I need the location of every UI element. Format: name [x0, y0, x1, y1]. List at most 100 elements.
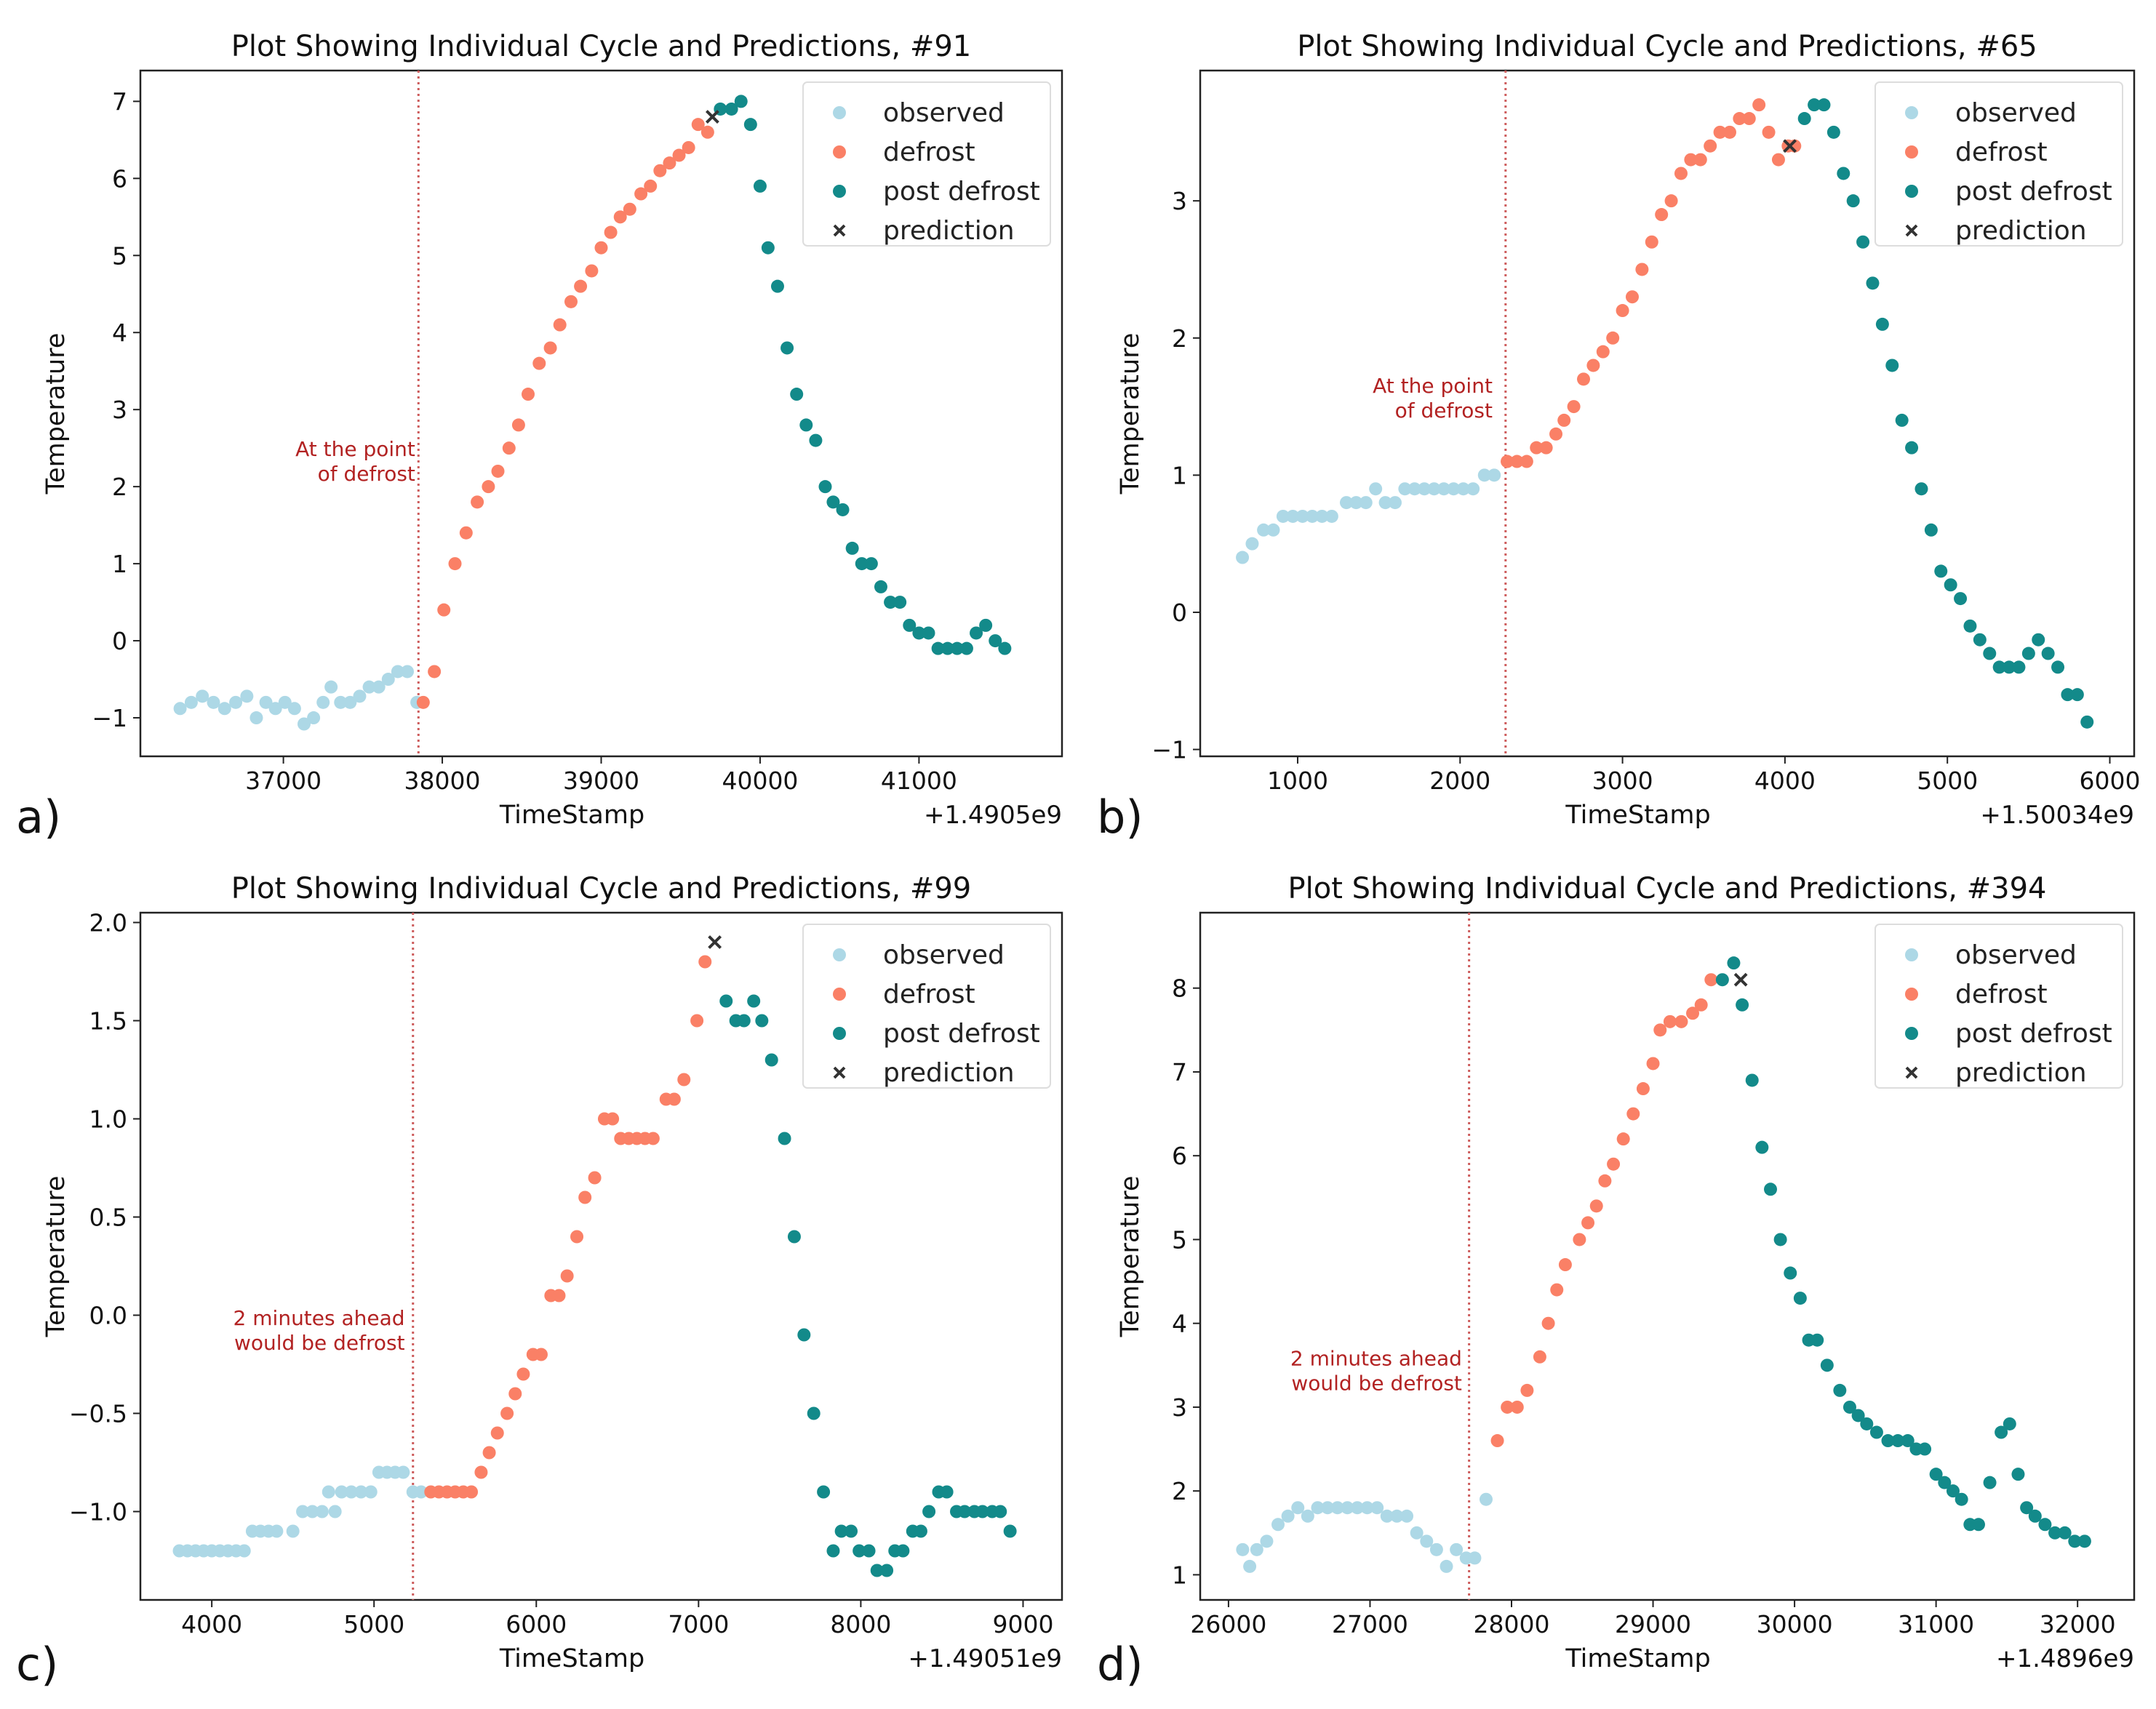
post-defrost-point — [799, 418, 813, 432]
y-tick-label: 8 — [1172, 974, 1187, 1003]
post-defrost-point — [1773, 1233, 1787, 1246]
defrost-point — [1733, 112, 1746, 126]
observed-point — [1236, 1542, 1250, 1556]
post-defrost-point — [787, 1230, 801, 1244]
observed-point — [1408, 482, 1421, 496]
x-tick-label: 6000 — [506, 1610, 567, 1638]
observed-point — [362, 680, 376, 694]
observed-point — [1429, 1542, 1443, 1556]
post-defrost-point — [931, 641, 945, 655]
observed-point — [328, 1505, 342, 1518]
defrost-point — [1655, 208, 1669, 222]
defrost-point — [613, 210, 627, 224]
post-defrost-point — [922, 1505, 936, 1518]
defrost-point — [1573, 1233, 1586, 1246]
y-axis-label: Temperature — [1116, 333, 1145, 495]
defrost-point — [560, 1269, 574, 1283]
defrost-point — [690, 1014, 704, 1028]
defrost-point — [474, 1465, 488, 1479]
post-defrost-point — [836, 503, 850, 516]
x-tick-label: 6000 — [2080, 767, 2141, 795]
defrost-point — [653, 164, 667, 177]
annotation-text: 2 minutes ahead — [1290, 1346, 1462, 1370]
observed-point — [1321, 1501, 1335, 1515]
defrost-point — [1762, 125, 1776, 139]
observed-point — [1440, 1559, 1453, 1573]
post-defrost-point — [1983, 647, 1997, 660]
defrost-point — [663, 156, 676, 170]
x-tick-label: 32000 — [2040, 1610, 2116, 1638]
post-defrost-point — [818, 480, 832, 494]
y-axis-label: Temperature — [1116, 1176, 1145, 1338]
post-defrost-point — [2061, 688, 2075, 702]
post-defrost-point — [778, 1132, 791, 1145]
x-tick-label: 7000 — [668, 1610, 729, 1638]
post-defrost-point — [790, 388, 804, 401]
panel-label: b) — [1097, 791, 1143, 844]
post-defrost-point — [737, 1014, 751, 1028]
prediction-mark-stroke — [705, 110, 719, 124]
x-tick-label: 5000 — [1917, 767, 1978, 795]
defrost-point — [1663, 1014, 1677, 1028]
defrost-point — [1646, 1057, 1660, 1070]
defrost-point — [428, 665, 442, 679]
post-defrost-point — [941, 641, 954, 655]
observed-point — [1236, 551, 1250, 564]
observed-point — [396, 1465, 410, 1479]
legend-label: prediction — [883, 216, 1015, 246]
post-defrost-point — [1866, 276, 1880, 290]
legend-prediction-marker — [1905, 1066, 1918, 1079]
defrost-point — [1616, 1132, 1630, 1146]
post-defrost-point — [845, 541, 859, 555]
post-defrost-point — [770, 279, 784, 293]
post-defrost-point — [807, 1406, 821, 1420]
post-defrost-point — [1736, 998, 1749, 1012]
post-defrost-point — [864, 557, 878, 571]
legend-marker-post-defrost — [1905, 1027, 1918, 1040]
post-defrost-point — [834, 1524, 848, 1538]
post-defrost-point — [817, 1485, 831, 1499]
chart-title: Plot Showing Individual Cycle and Predic… — [1297, 30, 2037, 63]
legend-marker-observed — [1905, 948, 1918, 961]
observed-point — [1390, 1509, 1404, 1523]
post-defrost-point — [1860, 1417, 1874, 1430]
y-tick-label: −1 — [1151, 736, 1187, 764]
legend-box — [802, 924, 1051, 1089]
x-tick-label: 28000 — [1474, 1610, 1550, 1638]
post-defrost-point — [1944, 578, 1957, 592]
defrost-point — [585, 264, 599, 278]
observed-point — [1477, 468, 1491, 482]
x-tick-label: 5000 — [343, 1610, 404, 1638]
observed-point — [1330, 1501, 1344, 1515]
legend-box — [1874, 924, 2123, 1089]
post-defrost-point — [797, 1328, 811, 1342]
observed-point — [307, 711, 321, 725]
post-defrost-point — [884, 596, 898, 609]
post-defrost-point — [998, 641, 1012, 655]
post-defrost-point — [880, 1564, 894, 1577]
y-tick-label: 7 — [1172, 1058, 1187, 1086]
defrost-point — [448, 557, 462, 571]
observed-point — [1380, 1509, 1394, 1523]
x-tick-label: 8000 — [830, 1610, 891, 1638]
post-defrost-point — [1924, 523, 1938, 537]
legend-marker-post-defrost — [1905, 185, 1918, 198]
defrost-point — [522, 388, 535, 401]
observed-point — [249, 711, 263, 725]
y-tick-label: 4 — [1172, 1310, 1187, 1338]
y-tick-label: 6 — [1172, 1142, 1187, 1170]
defrost-point — [500, 1406, 514, 1420]
x-tick-label: 37000 — [245, 767, 322, 795]
defrost-point — [1510, 1400, 1524, 1414]
defrost-point — [1533, 1350, 1546, 1364]
observed-point — [270, 1524, 284, 1538]
post-defrost-point — [845, 1524, 858, 1538]
prediction-point — [708, 935, 722, 949]
y-axis-label: Temperature — [41, 1176, 71, 1338]
defrost-point — [1550, 1283, 1564, 1297]
defrost-point — [534, 1348, 548, 1361]
post-defrost-point — [755, 1014, 769, 1028]
post-defrost-point — [2077, 1534, 2091, 1548]
observed-point — [354, 1485, 368, 1499]
post-defrost-point — [1842, 1400, 1856, 1414]
